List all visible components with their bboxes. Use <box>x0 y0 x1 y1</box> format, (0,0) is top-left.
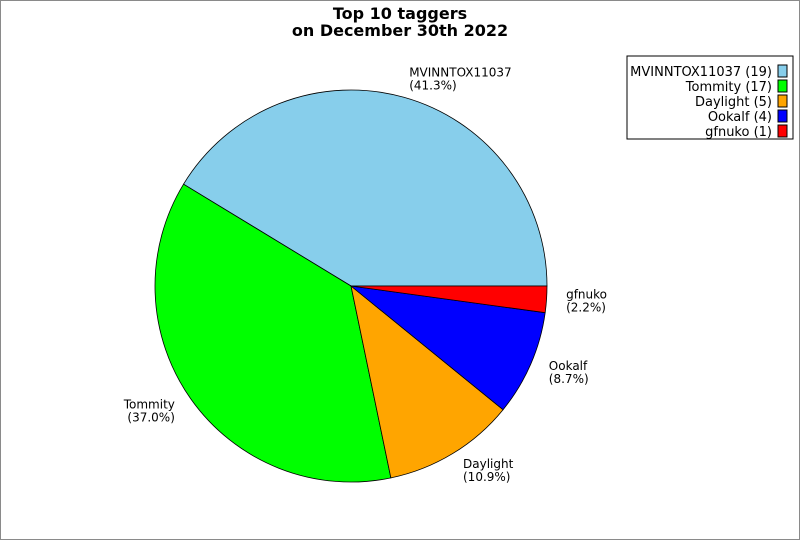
slice-label-mvinntox11037: MVINNTOX11037 <box>409 65 511 79</box>
slice-percent-gfnuko: (2.2%) <box>566 301 606 315</box>
slice-label-tommity: Tommity <box>123 397 175 411</box>
pie-slice-gfnuko <box>350 285 548 314</box>
legend-swatch-ookalf <box>777 109 788 123</box>
pie-labels: MVINNTOX11037(41.3%) Tommity(37.0%) Daylig… <box>123 65 607 484</box>
slice-label-daylight: Daylight <box>463 457 514 471</box>
slice-percent-ookalf: (8.7%) <box>549 372 589 386</box>
pie-slice-tommity <box>154 183 392 483</box>
slice-label-ookalf: Ookalf <box>549 359 588 373</box>
legend-label-daylight: Daylight (5) <box>695 95 772 110</box>
legend-label-gfnuko: gfnuko (1) <box>705 125 772 140</box>
slice-percent-daylight: (10.9%) <box>463 470 510 484</box>
legend-swatch-mvinntox11037 <box>777 64 788 78</box>
chart-title: Top 10 taggers <box>333 4 467 23</box>
legend-swatch-daylight <box>777 94 788 108</box>
legend-swatch-gfnuko <box>777 124 788 138</box>
slice-label-gfnuko: gfnuko <box>566 288 607 302</box>
legend-box <box>626 55 794 140</box>
legend-swatch-tommity <box>777 79 788 93</box>
slice-percent-tommity: (37.0%) <box>127 410 174 424</box>
chart-subtitle: on December 30th 2022 <box>292 21 508 40</box>
legend: MVINNTOX11037 (19)Tommity (17)Daylight (… <box>626 55 794 140</box>
legend-label-tommity: Tommity (17) <box>685 80 772 95</box>
slice-percent-mvinntox11037: (41.3%) <box>409 78 456 92</box>
pie-slices <box>154 89 548 483</box>
pie-slice-mvinntox11037 <box>182 89 548 287</box>
legend-label-mvinntox11037: MVINNTOX11037 (19) <box>630 65 772 80</box>
pie-slice-ookalf <box>349 285 546 411</box>
legend-label-ookalf: Ookalf (4) <box>708 110 772 125</box>
pie-slice-daylight <box>350 284 504 479</box>
